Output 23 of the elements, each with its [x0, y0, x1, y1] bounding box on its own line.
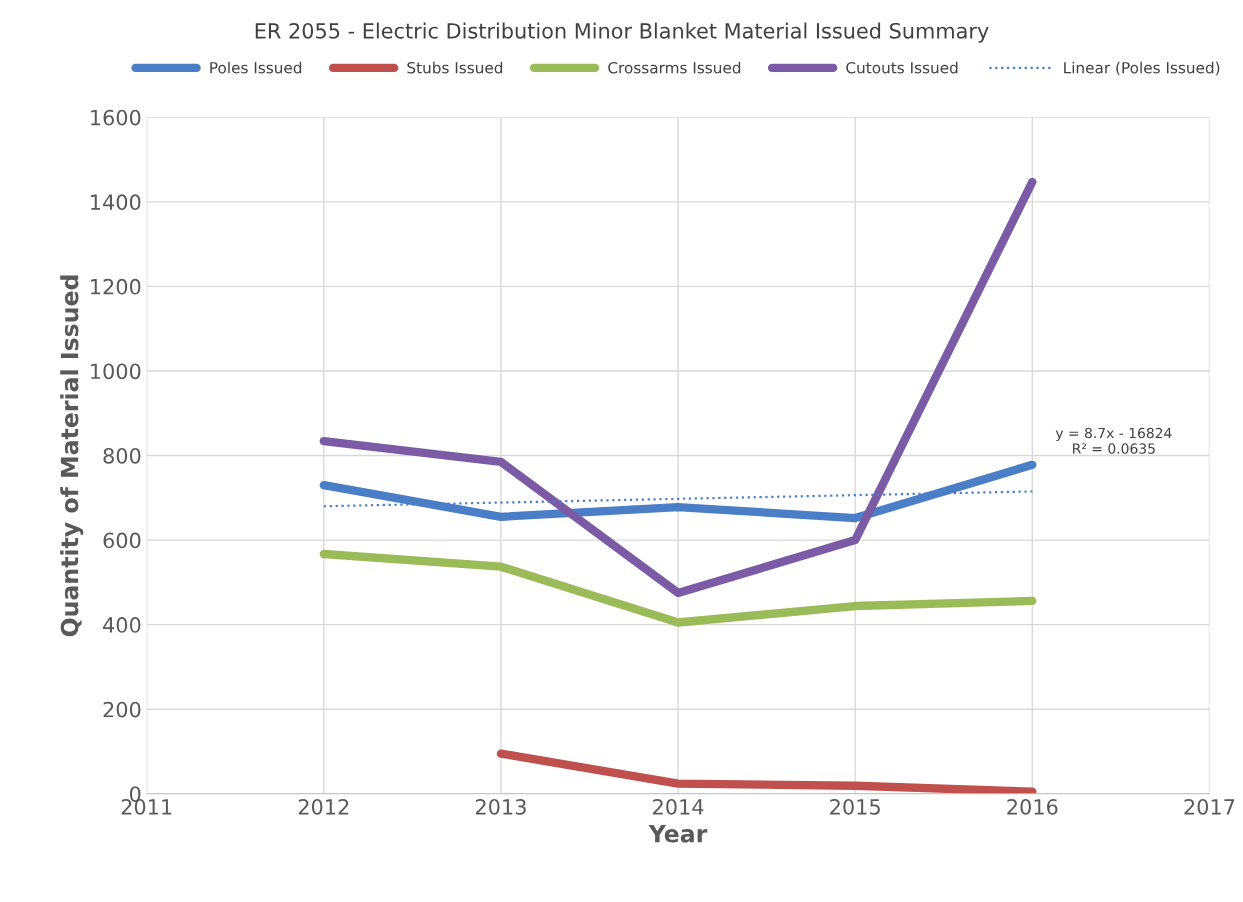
- legend-label: Poles Issued: [210, 61, 302, 74]
- legend-label: Linear (Poles Issued): [1064, 61, 1220, 76]
- y-tick-label: 200: [103, 701, 141, 718]
- x-tick-label: 2016: [1007, 798, 1058, 815]
- x-tick-label: 2013: [475, 798, 526, 815]
- chart-title: ER 2055 - Electric Distribution Minor Blanket Material Issued Summary: [255, 22, 989, 43]
- y-axis-title: Quantity of Material Issued: [60, 275, 84, 637]
- y-tick-label: 800: [103, 447, 141, 464]
- y-tick-label: 1200: [91, 278, 141, 295]
- x-tick-label: 2014: [653, 798, 704, 815]
- y-tick-label: 1600: [91, 109, 141, 126]
- legend-label: Crossarms Issued: [608, 61, 741, 74]
- x-axis-title: Year: [648, 825, 708, 843]
- x-tick-label: 2017: [1184, 798, 1235, 815]
- y-tick-label: 400: [103, 617, 141, 633]
- y-tick-label: 1400: [91, 194, 141, 211]
- legend-label: Stubs Issued: [407, 61, 503, 74]
- x-tick-label: 2015: [830, 798, 880, 815]
- legend-label: Cutouts Issued: [846, 61, 958, 74]
- y-tick-label: 600: [103, 532, 141, 549]
- x-tick-label: 2012: [298, 798, 349, 815]
- y-tick-label: 1000: [91, 363, 141, 380]
- annotation: y = 8.7x - 16824 R² = 0.0635: [1055, 427, 1172, 454]
